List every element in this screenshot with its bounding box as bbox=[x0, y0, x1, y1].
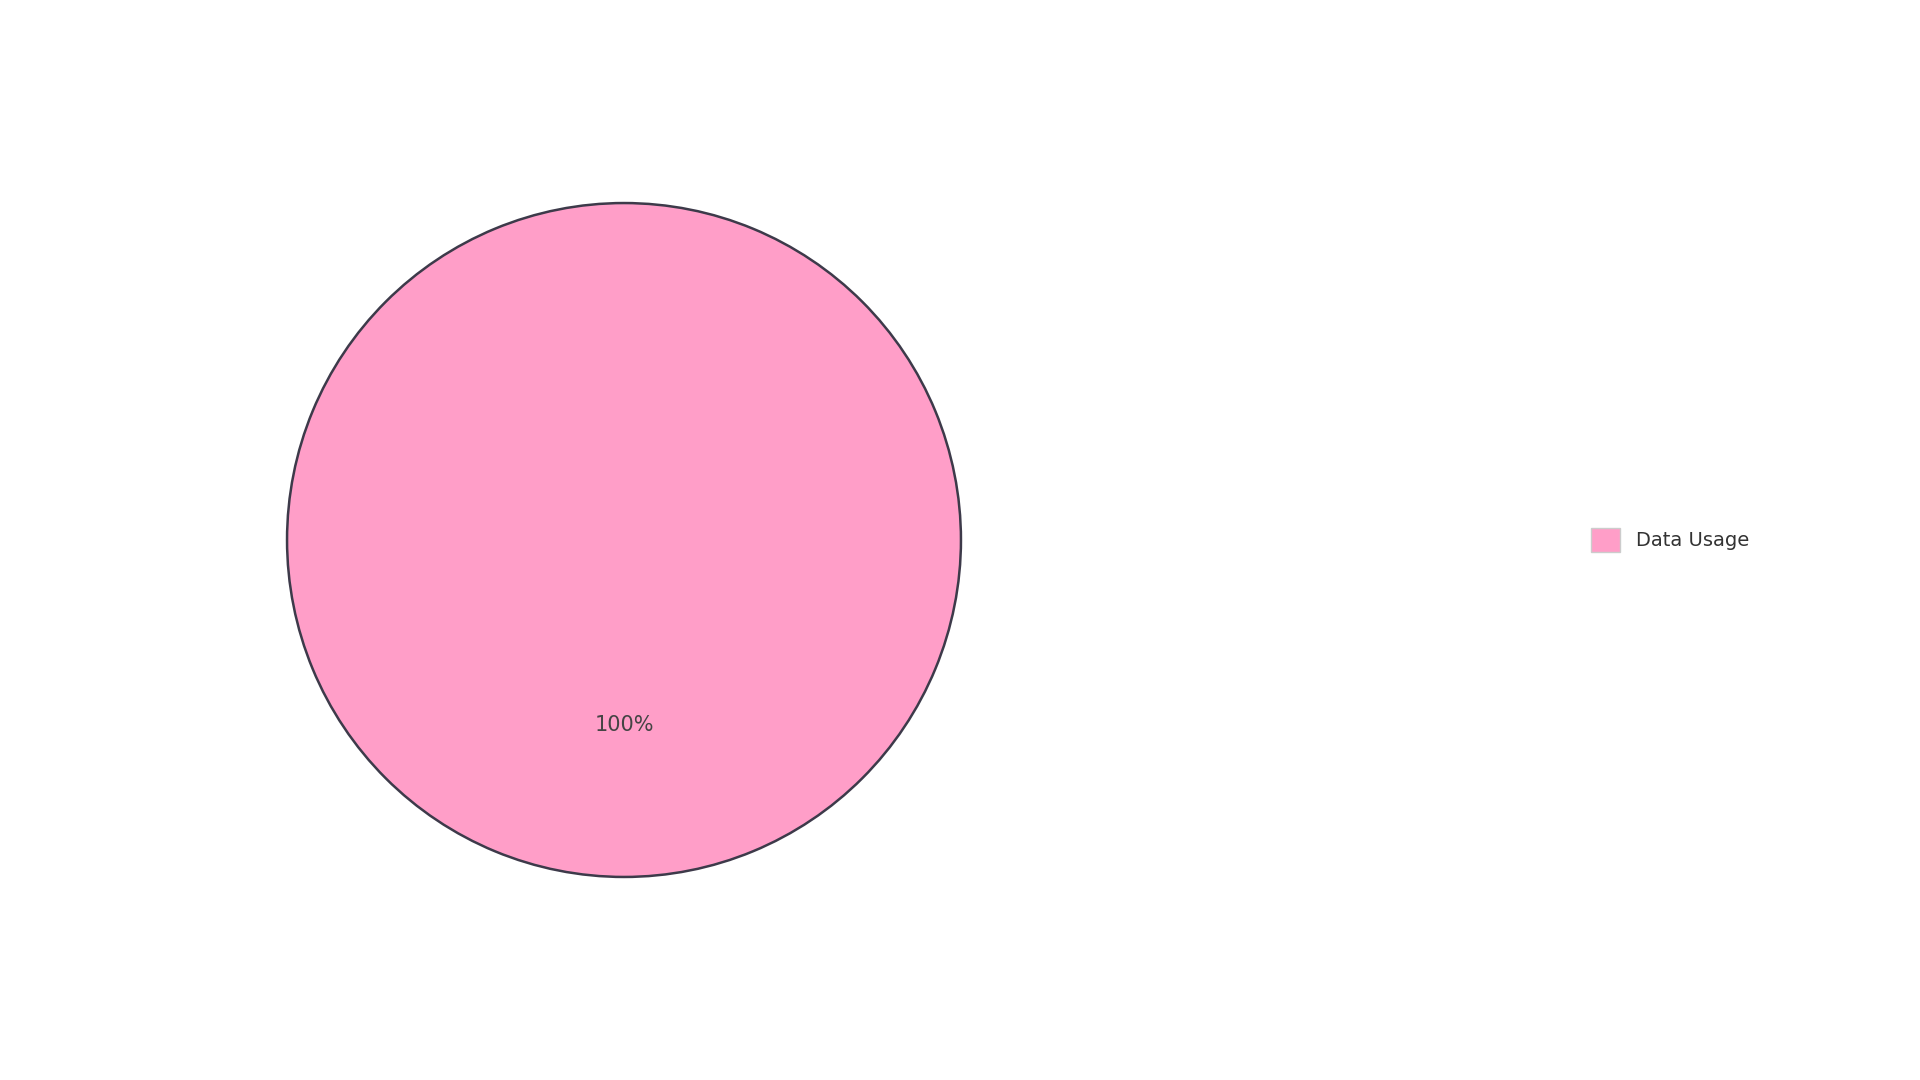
Legend: Data Usage: Data Usage bbox=[1584, 521, 1757, 559]
Wedge shape bbox=[286, 203, 962, 877]
Text: 100%: 100% bbox=[595, 715, 653, 735]
